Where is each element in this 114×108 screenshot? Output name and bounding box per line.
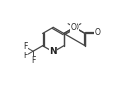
Text: F: F [31, 56, 35, 65]
Text: O: O [70, 23, 76, 32]
Text: N: N [49, 47, 57, 56]
Text: F: F [23, 51, 27, 60]
Text: O: O [72, 23, 78, 32]
Text: F: F [23, 42, 27, 51]
Text: O: O [94, 28, 100, 37]
